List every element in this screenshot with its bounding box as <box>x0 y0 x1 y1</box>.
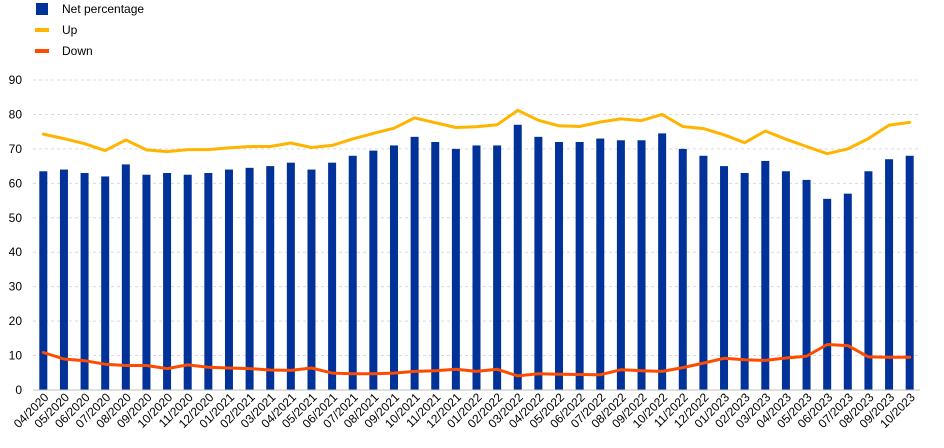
net-percentage-bars <box>39 124 914 391</box>
bar-10/2022 <box>658 133 667 390</box>
bar-08/2022 <box>616 140 625 390</box>
bar-07/2021 <box>348 155 357 390</box>
legend-label-0: Net percentage <box>62 2 144 16</box>
bar-07/2020 <box>101 176 110 390</box>
bar-08/2023 <box>864 171 873 390</box>
bar-07/2023 <box>843 193 852 390</box>
bar-12/2021 <box>451 148 460 390</box>
bar-10/2023 <box>905 155 914 390</box>
bar-07/2022 <box>596 138 605 390</box>
y-axis-ticks: 0 10 20 30 40 50 60 70 80 90 <box>9 73 23 397</box>
gridlines <box>33 79 920 357</box>
bar-12/2020 <box>204 173 213 390</box>
legend-label-1: Up <box>62 23 78 37</box>
bar-06/2021 <box>328 162 337 390</box>
y-tick-label: 0 <box>15 383 22 397</box>
y-tick-label: 20 <box>9 314 23 328</box>
series-lines <box>41 108 912 378</box>
bar-03/2022 <box>513 124 522 391</box>
y-tick-label: 30 <box>9 280 23 294</box>
bar-08/2021 <box>369 150 378 390</box>
y-tick-label: 10 <box>9 349 23 363</box>
y-tick-label: 60 <box>9 176 23 190</box>
y-tick-label: 50 <box>9 211 23 225</box>
bar-08/2020 <box>121 164 130 390</box>
bar-01/2021 <box>224 169 233 390</box>
y-tick-label: 80 <box>9 107 23 121</box>
bar-04/2022 <box>534 136 543 390</box>
legend: Net percentage Up Down <box>35 2 144 58</box>
bar-02/2021 <box>245 167 254 390</box>
bar-01/2022 <box>472 145 481 390</box>
bar-04/2021 <box>286 162 295 390</box>
bar-06/2023 <box>823 198 832 390</box>
y-tick-label: 90 <box>9 73 23 87</box>
bar-04/2020 <box>39 171 48 390</box>
bar-09/2020 <box>142 174 151 390</box>
bar-03/2021 <box>266 166 275 390</box>
bar-05/2023 <box>802 179 811 390</box>
y-tick-label: 70 <box>9 142 23 156</box>
legend-label-2: Down <box>62 44 93 58</box>
bar-11/2020 <box>183 174 192 390</box>
bar-03/2023 <box>761 160 770 390</box>
bar-01/2023 <box>720 166 729 390</box>
bar-09/2023 <box>885 159 894 390</box>
bar-02/2022 <box>493 145 502 390</box>
x-axis-ticks: 04/202005/202006/202007/202008/202009/20… <box>11 390 918 431</box>
bar-12/2022 <box>699 155 708 390</box>
y-tick-label: 40 <box>9 245 23 259</box>
bar-09/2022 <box>637 140 646 390</box>
bar-09/2021 <box>389 145 398 390</box>
bar-05/2022 <box>555 142 564 390</box>
bar-11/2022 <box>678 148 687 390</box>
bar-10/2021 <box>410 136 419 390</box>
line-down <box>41 343 912 378</box>
line-up <box>41 108 912 156</box>
bar-05/2021 <box>307 169 316 390</box>
legend-swatch-0 <box>36 3 48 15</box>
bar-02/2023 <box>740 173 749 390</box>
bar-06/2020 <box>80 173 89 390</box>
bar-10/2020 <box>163 173 172 390</box>
bar-11/2021 <box>431 142 440 390</box>
bar-05/2020 <box>59 169 68 390</box>
bar-04/2023 <box>781 171 790 390</box>
bar-06/2022 <box>575 142 584 390</box>
